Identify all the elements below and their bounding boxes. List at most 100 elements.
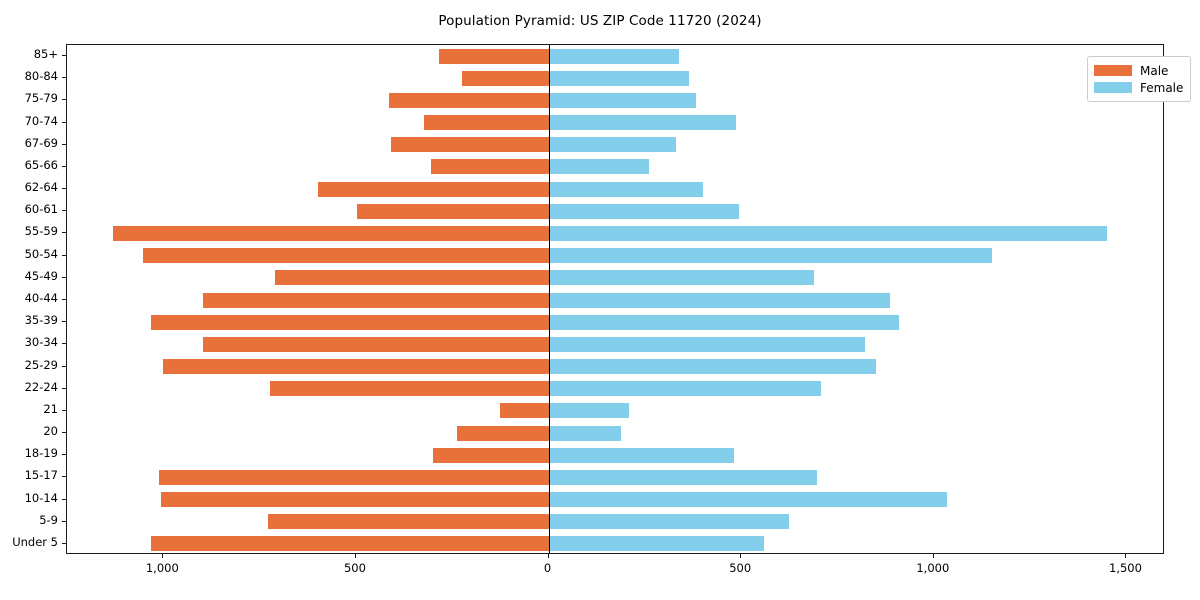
legend-item-female[interactable]: Female [1094, 79, 1183, 96]
x-tick-label-3: 500 [729, 561, 752, 575]
zero-axis-line [548, 45, 550, 553]
y-tick-mark [62, 321, 66, 323]
bar-female-20 [548, 425, 622, 441]
bar-male-18-19 [433, 447, 549, 463]
bar-female-18-19 [548, 447, 734, 463]
bar-female-85- [548, 48, 680, 64]
chart-legend: Male Female [1087, 56, 1192, 102]
bar-female-60-61 [548, 203, 739, 219]
bar-male-60-61 [357, 203, 549, 219]
y-tick-label-under-5: Under 5 [12, 534, 58, 549]
y-tick-label-5-9: 5-9 [39, 512, 58, 527]
x-tick-mark [162, 554, 164, 558]
y-tick-mark [62, 165, 66, 167]
legend-label-male: Male [1140, 63, 1169, 78]
y-tick-mark [62, 476, 66, 478]
bar-male-under-5 [151, 536, 549, 552]
y-tick-label-22-24: 22-24 [24, 379, 58, 394]
y-tick-mark [62, 454, 66, 456]
x-tick-label-5: 1,500 [1109, 561, 1142, 575]
y-tick-label-85-: 85+ [33, 47, 58, 62]
y-tick-mark [62, 55, 66, 57]
y-tick-mark [62, 299, 66, 300]
bar-male-40-44 [203, 292, 549, 308]
y-tick-mark [62, 188, 66, 190]
bar-male-10-14 [161, 492, 549, 508]
y-tick-label-45-49: 45-49 [24, 268, 58, 283]
y-tick-mark [62, 254, 66, 256]
x-tick-label-4: 1,000 [916, 561, 950, 575]
bars-layer [67, 45, 1163, 553]
y-tick-label-75-79: 75-79 [24, 91, 58, 106]
bar-female-75-79 [548, 92, 696, 108]
legend-swatch-female [1094, 82, 1132, 93]
x-tick-label-1: 500 [343, 561, 366, 575]
bar-male-22-24 [269, 381, 549, 397]
bar-male-35-39 [150, 314, 549, 330]
y-tick-label-65-66: 65-66 [24, 157, 58, 172]
bar-male-75-79 [388, 92, 549, 108]
x-tick-mark [354, 554, 356, 558]
bar-male-45-49 [275, 270, 549, 286]
bar-male-50-54 [142, 248, 549, 264]
x-tick-mark [740, 554, 742, 558]
y-tick-mark [62, 542, 66, 544]
y-tick-label-80-84: 80-84 [24, 69, 58, 84]
bar-male-5-9 [267, 514, 549, 530]
y-tick-mark [62, 343, 66, 345]
y-tick-mark [62, 232, 66, 234]
x-tick-label-0: 1,000 [145, 561, 179, 575]
y-tick-label-30-34: 30-34 [24, 335, 58, 350]
y-tick-label-35-39: 35-39 [24, 313, 58, 328]
y-tick-mark [62, 276, 66, 278]
y-tick-label-62-64: 62-64 [24, 180, 58, 195]
bar-male-67-69 [391, 137, 549, 153]
bar-female-30-34 [548, 336, 865, 352]
bar-male-65-66 [431, 159, 549, 175]
y-tick-mark [62, 365, 66, 367]
y-tick-mark [62, 520, 66, 522]
bar-female-62-64 [548, 181, 703, 197]
bar-female-21 [548, 403, 630, 419]
bar-male-70-74 [423, 115, 549, 131]
plot-area [66, 44, 1164, 554]
bar-female-10-14 [548, 492, 947, 508]
bar-male-80-84 [461, 70, 549, 86]
y-tick-mark [62, 77, 66, 79]
legend-item-male[interactable]: Male [1094, 62, 1183, 79]
legend-swatch-male [1094, 65, 1132, 76]
bar-female-50-54 [548, 248, 992, 264]
bar-male-20 [456, 425, 549, 441]
bar-female-5-9 [548, 514, 790, 530]
y-tick-label-20: 20 [43, 424, 58, 439]
bar-female-35-39 [548, 314, 900, 330]
x-tick-mark [547, 554, 549, 558]
bar-male-15-17 [159, 469, 549, 485]
y-tick-mark [62, 99, 66, 101]
bar-male-30-34 [203, 336, 549, 352]
y-tick-mark [62, 121, 66, 123]
bar-male-62-64 [318, 181, 549, 197]
y-tick-label-70-74: 70-74 [24, 113, 58, 128]
bar-female-22-24 [548, 381, 822, 397]
bar-female-70-74 [548, 115, 736, 131]
bar-male-55-59 [113, 225, 549, 241]
bar-male-21 [499, 403, 549, 419]
bar-female-55-59 [548, 225, 1108, 241]
y-tick-mark [62, 409, 66, 411]
y-tick-label-50-54: 50-54 [24, 246, 58, 261]
y-tick-label-60-61: 60-61 [24, 202, 58, 217]
y-tick-mark [62, 432, 66, 434]
x-tick-mark [932, 554, 934, 558]
y-tick-label-21: 21 [43, 401, 58, 416]
y-tick-label-40-44: 40-44 [24, 291, 58, 305]
y-tick-mark [62, 498, 66, 500]
bar-female-80-84 [548, 70, 689, 86]
legend-label-female: Female [1140, 80, 1184, 95]
y-tick-label-55-59: 55-59 [24, 224, 58, 239]
y-tick-label-67-69: 67-69 [24, 135, 58, 150]
chart-title: Population Pyramid: US ZIP Code 11720 (2… [438, 13, 762, 29]
y-tick-label-18-19: 18-19 [24, 446, 58, 461]
bar-female-15-17 [548, 469, 817, 485]
bar-male-25-29 [163, 359, 549, 375]
